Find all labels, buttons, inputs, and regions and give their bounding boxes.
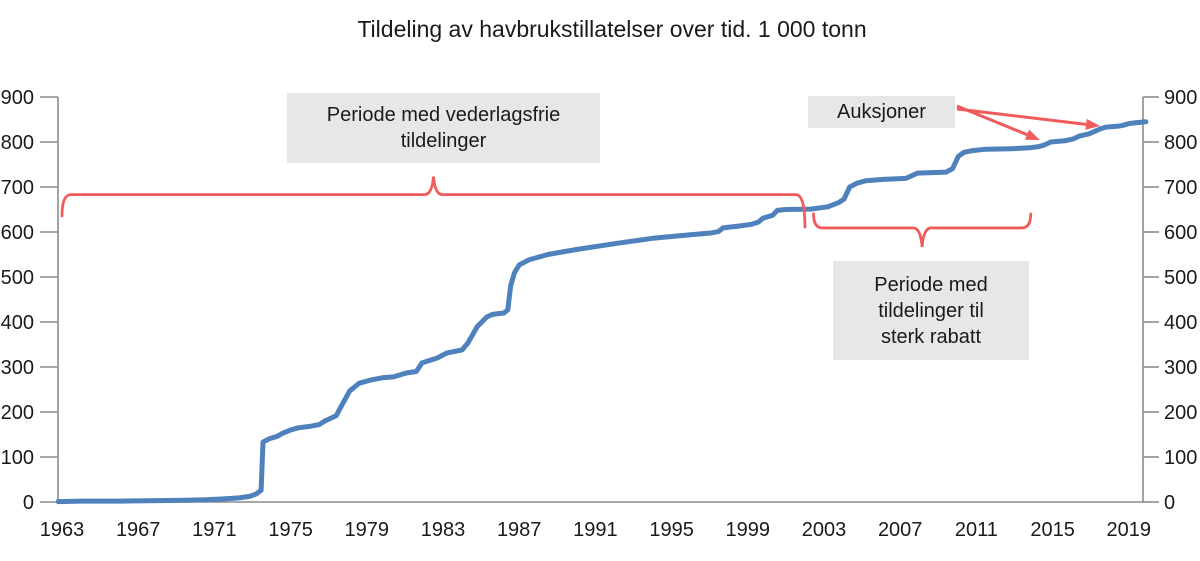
y-tick-label-right: 200 — [1164, 402, 1197, 424]
y-tick-label-left: 300 — [1, 357, 34, 379]
y-tick-label-left: 900 — [1, 87, 34, 109]
auction-arrow-2018-head — [1085, 118, 1100, 130]
y-tick-label-right: 500 — [1164, 267, 1197, 289]
chart-title: Tildeling av havbrukstillatelser over ti… — [357, 16, 867, 42]
auction-arrow-2014-head — [1025, 129, 1040, 140]
x-tick-label: 1967 — [116, 519, 161, 541]
y-tick-label-left: 800 — [1, 132, 34, 154]
x-tick-label: 2015 — [1030, 519, 1075, 541]
annotation-box-discount-period: Periode med tildelinger til sterk rabatt — [833, 261, 1029, 360]
y-tick-label-right: 300 — [1164, 357, 1197, 379]
brace-discount-period — [812, 212, 1033, 247]
axis-labels: 0 0 100 100 200 200 300 300 400 400 500 500 600 600 70… — [1, 87, 1198, 541]
data-line-license-allocations — [55, 119, 1149, 505]
x-tick-label: 2011 — [955, 519, 998, 541]
y-tick-label-left: 600 — [1, 222, 34, 244]
x-tick-label: 1963 — [40, 519, 85, 541]
x-tick-label: 2019 — [1107, 519, 1152, 541]
axes — [40, 96, 1159, 503]
x-tick-label: 1979 — [345, 519, 390, 541]
y-tick-label-left: 100 — [1, 447, 34, 469]
y-tick-label-left: 200 — [1, 402, 34, 424]
annotation-text-free-period: Periode med vederlagsfrie tildelinger — [326, 104, 561, 152]
y-tick-label-right: 600 — [1164, 222, 1197, 244]
y-tick-label-right: 0 — [1164, 492, 1175, 514]
annotation-box-free-period: Periode med vederlagsfrie tildelinger — [287, 93, 600, 163]
y-tick-label-left: 500 — [1, 267, 34, 289]
y-tick-label-left: 0 — [23, 492, 34, 514]
x-tick-label: 1971 — [192, 519, 237, 541]
y-tick-label-right: 800 — [1164, 132, 1197, 154]
x-tick-label: 1983 — [421, 519, 466, 541]
annotation-box-auctions: Auksjoner — [808, 96, 955, 128]
y-tick-label-left: 700 — [1, 177, 34, 199]
x-tick-label: 1999 — [726, 519, 771, 541]
brace-free-period — [60, 176, 807, 229]
annotation-text-auctions: Auksjoner — [837, 101, 926, 123]
x-tick-label: 1991 — [573, 519, 618, 541]
y-tick-label-right: 700 — [1164, 177, 1197, 199]
y-tick-label-right: 400 — [1164, 312, 1197, 334]
x-tick-label: 1987 — [497, 519, 542, 541]
x-tick-label: 2003 — [802, 519, 847, 541]
axis-frame — [57, 97, 1144, 503]
x-tick-label: 2007 — [878, 519, 923, 541]
auction-arrow-2018 — [956, 107, 1087, 126]
x-tick-label: 1995 — [649, 519, 694, 541]
annotation-text-discount-period: Periode med tildelinger til sterk rabatt — [874, 273, 988, 348]
y-tick-label-left: 400 — [1, 312, 34, 334]
x-tick-label: 1975 — [268, 519, 313, 541]
y-tick-label-right: 100 — [1164, 447, 1197, 469]
y-tick-label-right: 900 — [1164, 87, 1197, 109]
